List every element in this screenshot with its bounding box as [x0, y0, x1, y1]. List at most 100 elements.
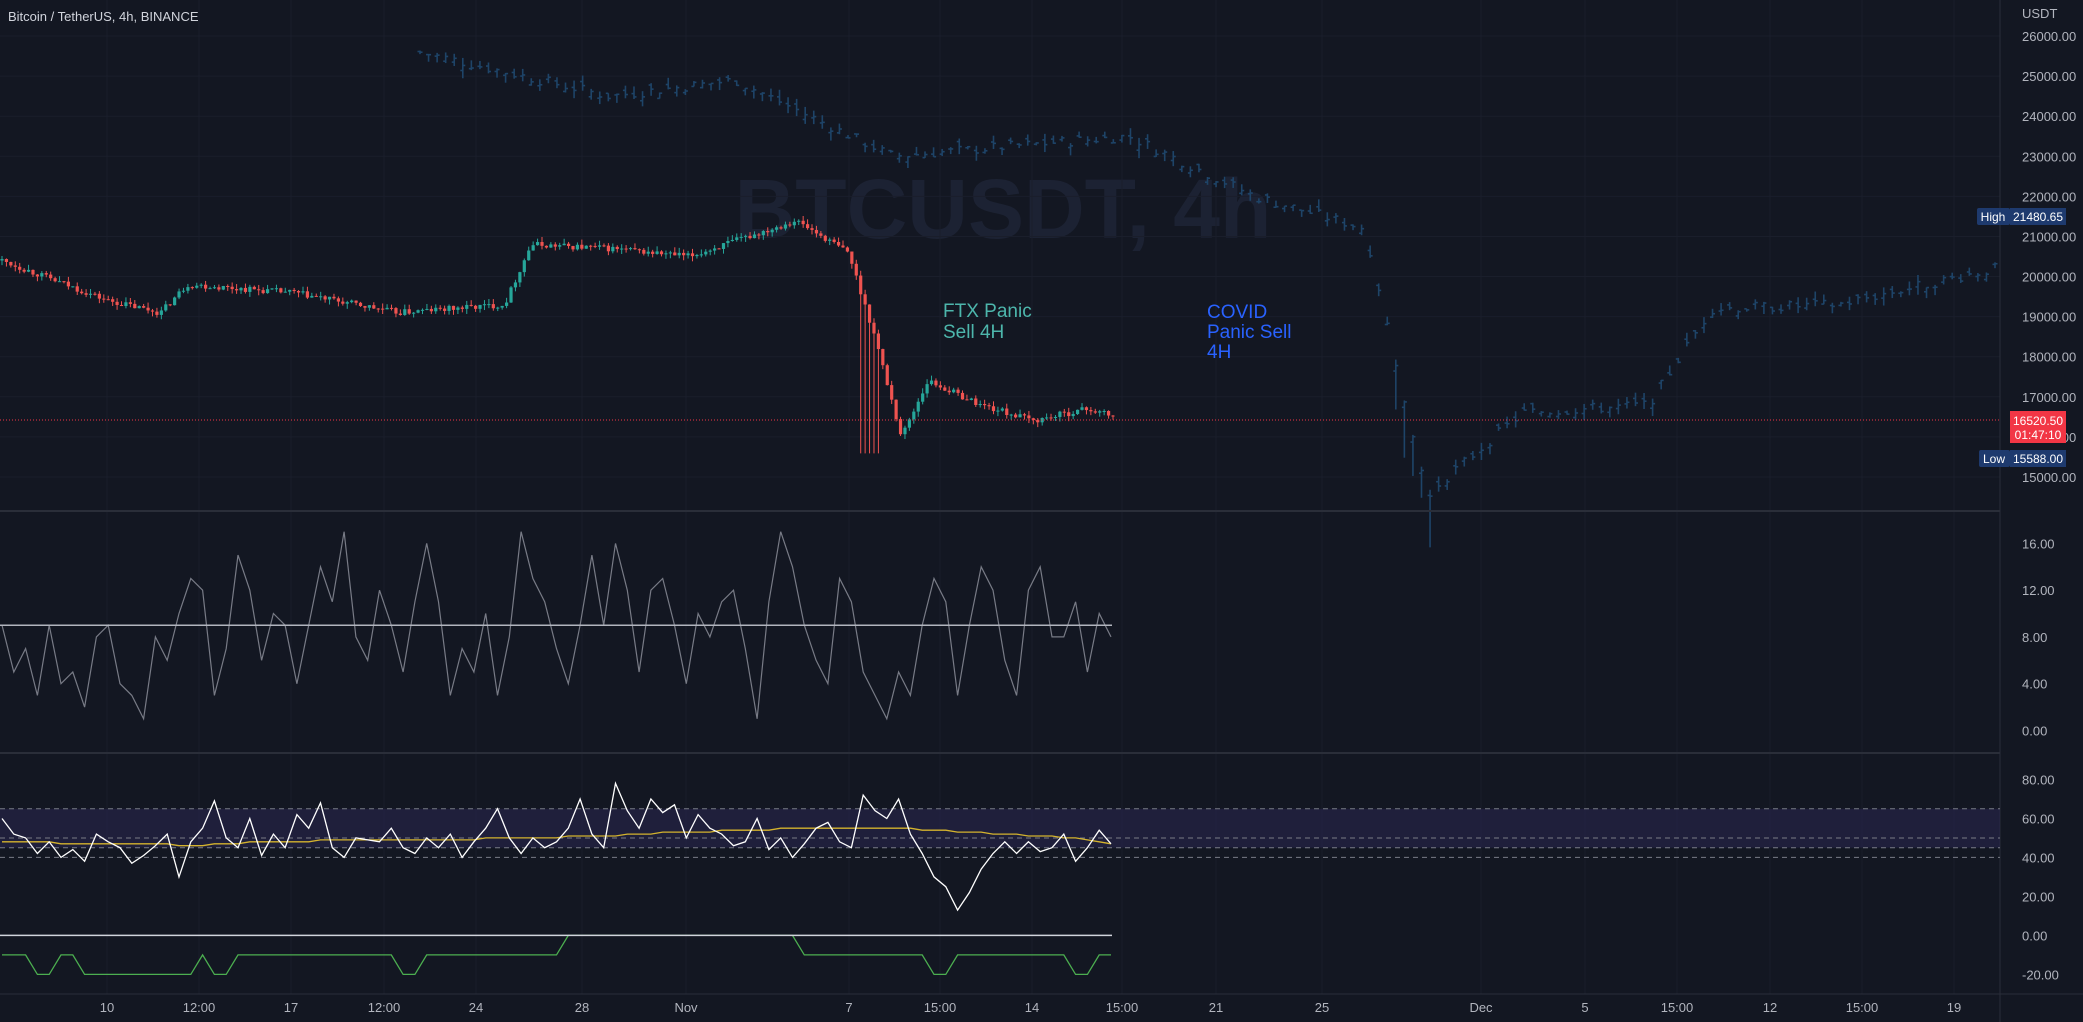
candle-body [496, 307, 500, 309]
candle-body [66, 281, 70, 287]
rsi-tick-label: 0.00 [2022, 928, 2047, 943]
candle-body [624, 248, 628, 250]
candle-body [434, 307, 438, 312]
rsi-line [1, 781, 1112, 912]
time-tick-label: 15:00 [1106, 1000, 1139, 1015]
candle-body [854, 263, 858, 276]
candle-body [713, 248, 717, 251]
candle-body [704, 251, 708, 255]
candle-body [4, 259, 9, 262]
candle-body [305, 291, 310, 298]
candle-body [867, 304, 872, 323]
candle-body [1075, 409, 1080, 415]
candle-body [739, 236, 743, 238]
candle-body [159, 310, 163, 315]
candle-body [367, 305, 371, 308]
time-tick-label: 28 [575, 1000, 589, 1015]
oscillator-line [1, 531, 1112, 721]
candle-body [474, 305, 478, 309]
current-price-countdown: 01:47:10 [2015, 428, 2062, 442]
candle-body [876, 333, 881, 350]
candle-body [1062, 411, 1066, 413]
candle-body [797, 220, 801, 222]
candle-body [177, 291, 181, 298]
candle-body [283, 291, 287, 293]
candle-body [226, 286, 230, 288]
oscillator-panel [0, 531, 1112, 721]
price-tick-label: 26000.00 [2022, 29, 2076, 44]
candle-body [828, 239, 832, 241]
candle-body [49, 274, 53, 279]
osc-tick-label: 0.00 [2022, 723, 2047, 738]
low-badge: Low 15588.00 [1979, 450, 2066, 467]
candle-body [1053, 416, 1058, 419]
price-tick-label: 25000.00 [2022, 69, 2076, 84]
candle-body [890, 385, 894, 400]
price-axis-currency: USDT [2022, 6, 2057, 21]
candle-body [9, 261, 13, 266]
time-axis[interactable]: 10 12:00 17 12:00 24 28 Nov 7 15:00 14 15:00 21 25 De… [100, 1000, 1961, 1015]
current-price-badge: 16520.50 01:47:10 [2010, 411, 2066, 443]
candle-body [522, 260, 526, 273]
covid-annotation-line3: 4H [1207, 342, 1231, 363]
price-tick-label: 15000.00 [2022, 470, 2076, 485]
candle-body [44, 273, 48, 275]
candle-body [336, 298, 340, 302]
time-tick-label: 10 [100, 1000, 114, 1015]
candle-body [748, 235, 752, 239]
candle-body [465, 304, 469, 309]
candle-body [584, 245, 588, 249]
rsi-ma-line [2, 827, 1112, 847]
candle-body [358, 302, 363, 307]
candle-body [314, 295, 318, 297]
candle-body [664, 253, 668, 255]
candle-body [88, 293, 93, 295]
candle-body [730, 239, 734, 241]
candle-body [960, 392, 965, 400]
candle-body [248, 286, 252, 292]
rsi-tick-label: 60.00 [2022, 811, 2055, 826]
candle-body [677, 252, 681, 256]
candle-body [456, 307, 460, 310]
price-axis[interactable]: USDT 15000.0016000.0017000.0018000.00190… [2022, 6, 2076, 982]
candle-body [429, 308, 433, 312]
candle-body [420, 309, 425, 311]
time-tick-label: 12 [1763, 1000, 1777, 1015]
candle-body [1022, 414, 1027, 416]
symbol-title[interactable]: Bitcoin / TetherUS, 4h, BINANCE [8, 9, 199, 24]
current-price-value: 16520.50 [2013, 414, 2063, 428]
candle-body [221, 286, 225, 290]
price-tick-label: 17000.00 [2022, 390, 2076, 405]
candle-body [1036, 420, 1040, 423]
candle-body [761, 231, 765, 236]
candle-body [0, 259, 4, 261]
candle-body [571, 246, 575, 250]
candle-body [1049, 417, 1053, 419]
candle-body [1045, 417, 1049, 419]
candle-body [119, 304, 124, 307]
candle-body [947, 390, 951, 393]
candle-body [292, 289, 296, 292]
candle-body [1040, 418, 1044, 423]
candle-body [425, 308, 429, 310]
candle-body [438, 307, 442, 309]
candle-body [938, 385, 942, 388]
candle-body [257, 289, 261, 291]
candle-body [341, 301, 345, 304]
candle-body [668, 252, 672, 254]
rsi-tick-label: 40.00 [2022, 850, 2055, 865]
candle-body [934, 380, 938, 386]
candle-body [230, 286, 234, 290]
covid-annotation-line2: Panic Sell [1207, 322, 1292, 343]
candle-body [620, 248, 624, 250]
candle-body [26, 269, 31, 272]
candle-body [71, 286, 75, 288]
candle-body [996, 410, 1000, 412]
candle-body [323, 296, 327, 300]
candle-body [589, 245, 593, 247]
candle-body [173, 297, 177, 306]
candle-body [535, 242, 540, 246]
candle-body [952, 389, 956, 393]
candle-body [885, 365, 889, 386]
candle-body [810, 228, 814, 230]
